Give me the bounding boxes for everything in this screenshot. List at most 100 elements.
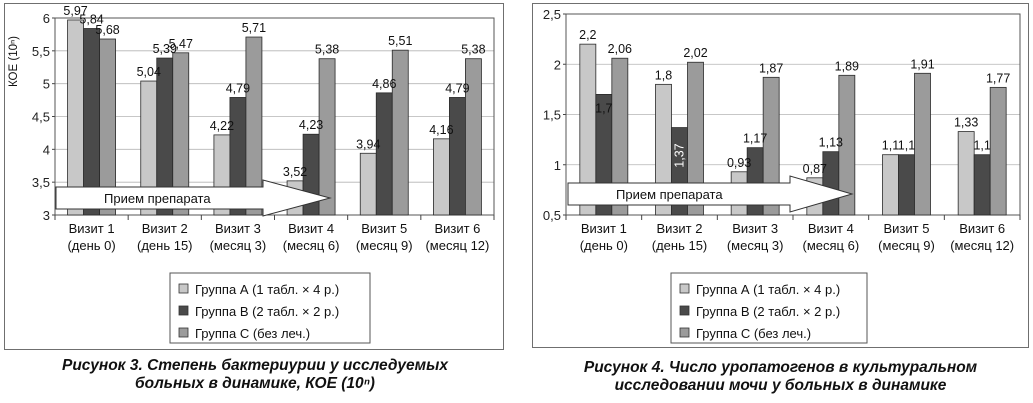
fig3-category-label: Визит 5 <box>361 221 407 236</box>
fig3-value-label: 5,71 <box>242 21 266 35</box>
fig4-category-label: Визит 5 <box>884 221 930 236</box>
fig3-bar <box>465 58 482 216</box>
fig3-value-label: 4,16 <box>429 123 453 137</box>
fig4-category-label: Визит 1 <box>581 221 627 236</box>
fig4-category-label: (месяц 9) <box>878 238 935 253</box>
fig3-value-label: 5,39 <box>153 42 177 56</box>
fig4-ytick-label: 1 <box>554 158 561 173</box>
fig3-bar <box>391 49 409 216</box>
fig4-ytick-label: 1,5 <box>543 108 561 123</box>
figure-4-caption-line-2: исследовании мочи у больных в динамике <box>614 377 947 394</box>
fig3-category-label: (месяц 9) <box>356 238 413 253</box>
fig4-legend-label: Группа В (2 табл. × 2 р.) <box>696 304 840 319</box>
fig4-category-label: Визит 6 <box>959 221 1005 236</box>
fig3-value-label: 5,04 <box>137 65 161 79</box>
fig4-ytick-label: 0,5 <box>543 208 561 223</box>
fig4-value-label: 1,8 <box>655 68 672 82</box>
fig3-value-label: 3,52 <box>283 165 307 179</box>
fig3-category-label: (день 15) <box>137 238 193 253</box>
figure-3-caption-line-1: Рисунок 3. Степень бактериурии у исследу… <box>62 357 448 374</box>
fig3-arrow-label: Прием препарата <box>104 191 211 206</box>
fig4-category-label: Визит 3 <box>732 221 778 236</box>
fig3-ytick-label: 6 <box>43 11 50 26</box>
fig3-legend-label: Группа А (1 табл. × 4 р.) <box>195 282 339 297</box>
fig4-bar <box>898 154 915 216</box>
fig3-category-label: (день 0) <box>67 238 115 253</box>
fig3-value-label: 5,68 <box>95 23 119 37</box>
fig3-legend-label: Группа С (без леч.) <box>195 326 310 341</box>
fig3-ytick-label: 5,5 <box>32 44 50 59</box>
fig4-arrow <box>567 175 854 213</box>
fig4-category-label: (месяц 6) <box>803 238 860 253</box>
fig4-bar <box>611 57 629 216</box>
fig4-value-label: 1,87 <box>759 61 783 75</box>
fig4-value-label: 1,1 <box>882 139 899 153</box>
fig4-bar <box>687 61 704 216</box>
figure-3-caption: Рисунок 3. Степень бактериурии у исследу… <box>10 357 500 393</box>
fig3-legend-box <box>169 272 371 344</box>
fig4-value-label: 1,1 <box>898 139 915 153</box>
fig3-category-label: Визит 6 <box>434 221 480 236</box>
fig4-category-label: Визит 2 <box>657 221 703 236</box>
fig4-value-label: 2,06 <box>608 42 632 56</box>
fig3-y-axis-title: КОЕ (10ⁿ) <box>8 36 20 87</box>
fig3-legend-swatch <box>178 283 189 294</box>
fig3-value-label: 4,79 <box>445 81 469 95</box>
fig4-value-label: 1,91 <box>910 57 934 71</box>
figure-4-caption-line-1: Рисунок 4. Число уропатогенов в культура… <box>583 359 978 376</box>
fig3-bar <box>318 58 336 216</box>
fig3-category-label: Визит 1 <box>69 221 115 236</box>
fig4-value-label: 1,1 <box>973 139 990 153</box>
fig4-value-label: 0,93 <box>727 156 751 170</box>
fig3-legend-swatch <box>178 327 189 338</box>
fig3-category-label: Визит 2 <box>142 221 188 236</box>
fig3-value-label: 5,38 <box>315 43 339 57</box>
fig4-bar <box>838 74 856 216</box>
fig3-value-label: 4,86 <box>372 77 396 91</box>
fig4-value-label: 0,87 <box>803 162 827 176</box>
fig3-value-label: 4,23 <box>299 118 323 132</box>
fig3-value-label: 5,97 <box>63 4 87 18</box>
fig4-value-label: 1,13 <box>819 136 843 150</box>
fig3-value-label: 5,84 <box>79 13 103 27</box>
figure-4-caption: Рисунок 4. Число уропатогенов в культура… <box>534 359 1027 395</box>
fig3-ytick-label: 3,5 <box>32 175 50 190</box>
fig4-value-label: 1,77 <box>986 71 1010 85</box>
fig3-arrow <box>55 179 332 217</box>
fig3-category-label: Визит 3 <box>215 221 261 236</box>
fig4-category-label: (месяц 3) <box>727 238 784 253</box>
fig4-legend-swatch <box>679 327 690 338</box>
fig3-value-label: 3,94 <box>356 137 380 151</box>
fig4-value-label: 1,7 <box>595 101 612 115</box>
fig3-bar <box>172 52 190 216</box>
fig4-legend-label: Группа А (1 табл. × 4 р.) <box>696 282 840 297</box>
fig4-arrow-label: Прием препарата <box>616 187 723 202</box>
fig3-category-label: (месяц 12) <box>425 238 489 253</box>
fig4-category-label: Визит 4 <box>808 221 854 236</box>
fig4-legend-swatch <box>679 283 690 294</box>
fig4-value-label: 2,02 <box>683 46 707 60</box>
fig4-legend-label: Группа С (без леч.) <box>696 326 811 341</box>
fig4-ytick-label: 2,5 <box>543 7 561 22</box>
fig4-bar <box>989 86 1007 216</box>
fig4-value-label: 1,33 <box>954 116 978 130</box>
fig4-value-label: 2,2 <box>579 28 596 42</box>
fig3-category-label: (месяц 3) <box>210 238 267 253</box>
fig4-value-label: 1,89 <box>835 59 859 73</box>
fig4-bar <box>762 76 780 216</box>
fig3-ytick-label: 4,5 <box>32 110 50 125</box>
fig4-bar <box>914 72 931 216</box>
fig4-value-label: 1,17 <box>743 132 767 146</box>
fig4-ytick-label: 2 <box>554 57 561 72</box>
fig3-category-label: Визит 4 <box>288 221 334 236</box>
fig4-category-label: (день 15) <box>652 238 708 253</box>
fig4-category-label: (день 0) <box>580 238 628 253</box>
fig3-value-label: 5,51 <box>388 34 412 48</box>
fig3-ytick-label: 3 <box>43 208 50 223</box>
fig4-bar <box>973 154 991 216</box>
fig3-legend-swatch <box>178 305 189 316</box>
fig3-ytick-label: 4 <box>43 142 50 157</box>
fig3-value-label: 5,38 <box>461 43 485 57</box>
